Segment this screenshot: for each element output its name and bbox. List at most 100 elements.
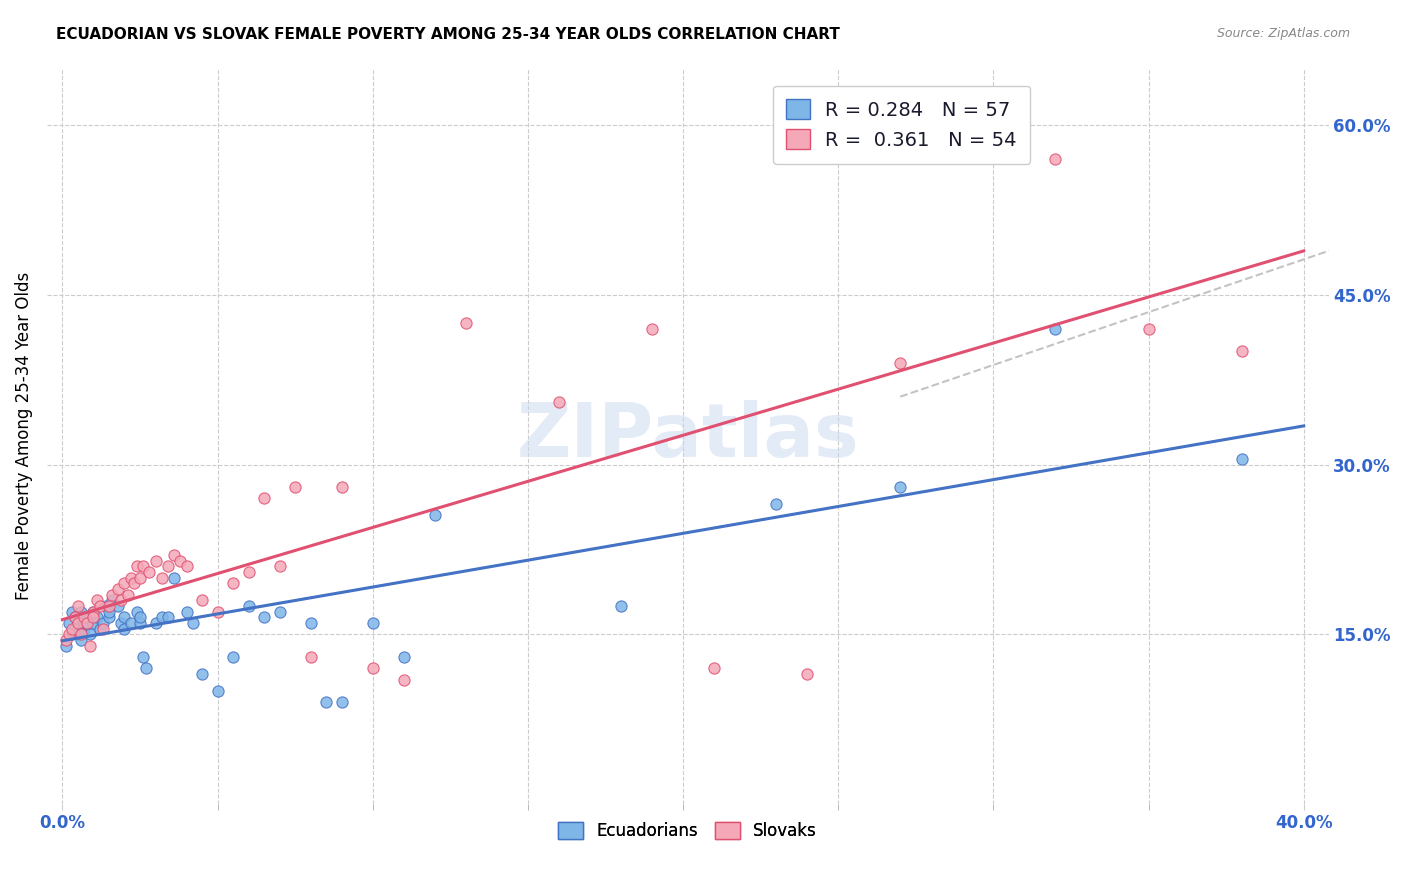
Point [1230,451,1253,466]
Point [114,576,136,591]
Point [66,627,89,641]
Point [889,480,911,494]
Point [60,627,83,641]
Point [222,649,245,664]
Point [82,605,104,619]
Point [135,661,157,675]
Point [129,615,152,630]
Point [983,95,1005,110]
Point [163,548,186,562]
Point [73,622,96,636]
Point [86,610,108,624]
Point [58,627,80,641]
Point [269,605,291,619]
Point [330,480,353,494]
Point [889,356,911,370]
Point [641,322,664,336]
Point [156,559,179,574]
Point [129,610,152,624]
Point [82,615,104,630]
Point [191,666,214,681]
Point [101,593,124,607]
Point [330,695,353,709]
Point [548,395,571,409]
Point [66,615,89,630]
Point [222,576,245,591]
Point [610,599,633,613]
Point [145,615,167,630]
Point [66,599,89,613]
Point [117,588,139,602]
Point [361,615,384,630]
Point [299,649,322,664]
Point [76,615,98,630]
Point [125,605,148,619]
Point [125,559,148,574]
Point [110,615,132,630]
Point [207,605,229,619]
Point [94,599,117,613]
Point [150,571,173,585]
Point [91,622,114,636]
Point [60,622,83,636]
Point [207,683,229,698]
Point [76,615,98,630]
Point [55,632,77,647]
Point [284,480,307,494]
Point [1045,152,1067,166]
Point [169,554,191,568]
Point [86,593,108,607]
Point [1045,322,1067,336]
Point [58,615,80,630]
Point [238,565,260,579]
Point [89,599,111,613]
Point [176,559,198,574]
Point [63,610,86,624]
Text: ZIPatlas: ZIPatlas [516,400,859,473]
Point [392,673,415,687]
Text: Source: ZipAtlas.com: Source: ZipAtlas.com [1216,27,1350,40]
Point [269,559,291,574]
Point [253,491,276,506]
Point [150,610,173,624]
Point [120,571,142,585]
Point [392,649,415,664]
Point [138,565,160,579]
Point [60,605,83,619]
Point [1230,344,1253,359]
Point [181,615,204,630]
Point [114,622,136,636]
Point [91,615,114,630]
Point [79,627,101,641]
Point [132,559,155,574]
Point [796,666,818,681]
Point [73,610,96,624]
Point [191,593,214,607]
Y-axis label: Female Poverty Among 25-34 Year Olds: Female Poverty Among 25-34 Year Olds [15,272,32,600]
Point [97,599,120,613]
Point [70,605,93,619]
Point [89,622,111,636]
Point [107,582,129,596]
Point [238,599,260,613]
Point [63,610,86,624]
Point [454,316,477,330]
Point [114,610,136,624]
Point [107,599,129,613]
Point [66,615,89,630]
Point [82,610,104,624]
Point [55,639,77,653]
Point [145,554,167,568]
Point [423,508,446,523]
Point [315,695,337,709]
Point [70,627,93,641]
Point [361,661,384,675]
Point [122,576,145,591]
Point [70,632,93,647]
Point [82,605,104,619]
Point [299,615,322,630]
Point [73,615,96,630]
Point [120,615,142,630]
Point [129,571,152,585]
Point [132,649,155,664]
